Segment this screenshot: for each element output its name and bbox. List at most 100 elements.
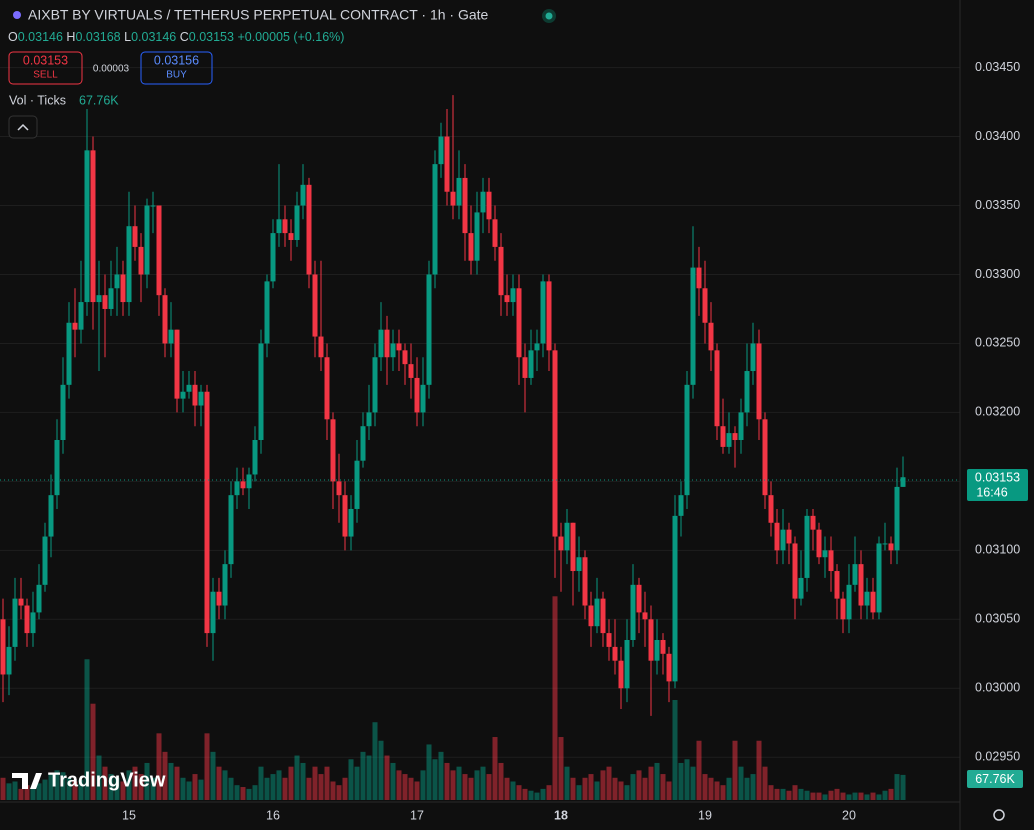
candle-body bbox=[768, 495, 774, 523]
ohlc-label: L bbox=[124, 30, 131, 44]
volume-bar bbox=[444, 762, 450, 800]
candle-body bbox=[774, 522, 780, 551]
volume-bar bbox=[480, 766, 486, 800]
caret-icon bbox=[17, 123, 29, 131]
candle-body bbox=[300, 184, 306, 206]
volume-bar bbox=[102, 766, 108, 800]
candle-body bbox=[174, 329, 180, 399]
candle-body bbox=[120, 274, 126, 303]
volume-bar bbox=[816, 792, 822, 800]
volume-bar bbox=[492, 737, 498, 800]
candle-body bbox=[264, 281, 270, 344]
volume-bar bbox=[438, 751, 444, 800]
candle-body bbox=[72, 322, 78, 330]
y-tick-label: 0.03450 bbox=[975, 60, 1020, 74]
volume-bar bbox=[588, 774, 594, 800]
volume-bar bbox=[702, 774, 708, 800]
y-tick-label: 0.03400 bbox=[975, 129, 1020, 143]
candle-body bbox=[540, 281, 546, 344]
candle-body bbox=[372, 357, 378, 413]
ohlc-label: H bbox=[66, 30, 75, 44]
volume-bar bbox=[240, 787, 246, 800]
volume-bar bbox=[78, 779, 84, 800]
spread: 0.00003 bbox=[93, 64, 130, 75]
sell-label[interactable]: SELL bbox=[33, 70, 58, 81]
volume-bar bbox=[522, 788, 528, 800]
volume-bar bbox=[372, 722, 378, 800]
candle-body bbox=[108, 288, 114, 309]
volume-bar bbox=[312, 766, 318, 800]
volume-bar bbox=[222, 770, 228, 800]
candle-body bbox=[708, 322, 714, 351]
volume-bar bbox=[24, 785, 30, 800]
volume-bar bbox=[186, 781, 192, 800]
candle-body bbox=[660, 640, 666, 654]
volume-bar bbox=[528, 790, 534, 800]
volume-bar bbox=[696, 740, 702, 800]
candle-body bbox=[852, 564, 858, 585]
volume-bar bbox=[654, 762, 660, 800]
symbol-title[interactable]: AIXBT BY VIRTUALS / TETHERUS PERPETUAL C… bbox=[28, 7, 489, 23]
collapse-button[interactable] bbox=[8, 115, 38, 139]
candle-body bbox=[546, 281, 552, 351]
volume-bar bbox=[786, 790, 792, 800]
volume-bar bbox=[168, 762, 174, 800]
volume-bar bbox=[732, 740, 738, 800]
volume-bar bbox=[498, 762, 504, 800]
buy-button[interactable] bbox=[140, 51, 213, 85]
candle-body bbox=[618, 660, 624, 689]
volume-bar bbox=[450, 770, 456, 800]
candle-body bbox=[720, 426, 726, 447]
volume-bar bbox=[12, 781, 18, 800]
volume-bar bbox=[378, 740, 384, 800]
candle-body bbox=[696, 267, 702, 289]
candle-body bbox=[810, 515, 816, 530]
volume-bar bbox=[798, 788, 804, 800]
volume-bar bbox=[462, 774, 468, 800]
volume-bar bbox=[342, 777, 348, 800]
candle-body bbox=[204, 391, 210, 634]
x-tick-label: 20 bbox=[842, 808, 856, 822]
volume-bar bbox=[234, 785, 240, 800]
sell-button[interactable] bbox=[8, 51, 83, 85]
volume-bar bbox=[870, 792, 876, 800]
candle-body bbox=[348, 508, 354, 537]
candle-body bbox=[606, 633, 612, 647]
settings-icon[interactable] bbox=[993, 809, 1005, 821]
candle-body bbox=[486, 191, 492, 220]
candle-body bbox=[642, 612, 648, 620]
volume-bar bbox=[228, 777, 234, 800]
candle-body bbox=[252, 440, 258, 475]
candle-body bbox=[402, 350, 408, 365]
countdown: 16:46 bbox=[976, 485, 1007, 499]
candle-body bbox=[288, 233, 294, 240]
volume-bar bbox=[738, 766, 744, 800]
volume-bar bbox=[576, 785, 582, 800]
volume-bar bbox=[810, 792, 816, 800]
candle-body bbox=[276, 219, 282, 234]
volume-bar bbox=[60, 772, 66, 800]
volume-bar bbox=[804, 790, 810, 800]
candle-body bbox=[600, 598, 606, 634]
volume-bar bbox=[510, 781, 516, 800]
volume-bar bbox=[708, 777, 714, 800]
volume-bar bbox=[564, 766, 570, 800]
volume-bar bbox=[366, 755, 372, 800]
volume-bar bbox=[36, 783, 42, 800]
candle-body bbox=[318, 336, 324, 358]
sell-price[interactable]: 0.03153 bbox=[23, 53, 68, 67]
candle-body bbox=[456, 177, 462, 206]
volume-bar bbox=[792, 785, 798, 800]
candle-body bbox=[846, 584, 852, 620]
volume-bar bbox=[276, 770, 282, 800]
buy-price[interactable]: 0.03156 bbox=[154, 53, 199, 67]
buy-label[interactable]: BUY bbox=[166, 70, 187, 81]
volume-bar bbox=[642, 777, 648, 800]
volume-bar bbox=[138, 774, 144, 800]
volume-bar bbox=[384, 755, 390, 800]
candle-body bbox=[516, 288, 522, 358]
candle-body bbox=[144, 205, 150, 275]
volume-bar bbox=[876, 794, 882, 800]
candle-body bbox=[858, 564, 864, 606]
volume-bar bbox=[504, 777, 510, 800]
